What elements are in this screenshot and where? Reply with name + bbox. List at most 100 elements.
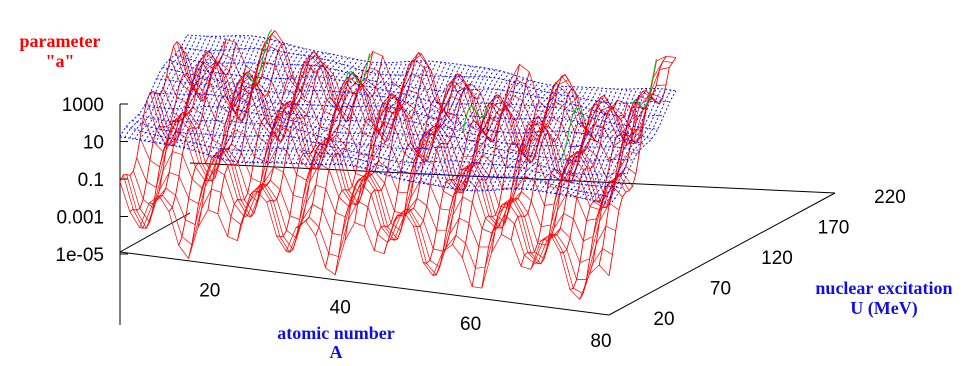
- red-surface-line: [588, 60, 657, 275]
- blue-surface-line: [144, 36, 212, 142]
- blue-surface-line: [186, 34, 677, 92]
- red-surface-line: [136, 130, 627, 246]
- blue-surface-line: [466, 81, 535, 191]
- x-tick-label: 60: [460, 314, 481, 335]
- green-surface-line: [246, 29, 273, 84]
- blue-surface-line: [364, 61, 432, 169]
- blue-surface-line: [354, 60, 423, 167]
- blue-surface-line: [476, 83, 545, 192]
- blue-surface-line: [150, 92, 640, 152]
- blue-surface-line: [403, 65, 471, 181]
- blue-surface-line: [222, 44, 291, 160]
- blue-surface-line: [256, 52, 325, 163]
- blue-surface-line: [461, 79, 530, 191]
- blue-surface-line: [442, 73, 511, 188]
- blue-surface-line: [207, 40, 276, 156]
- blue-surface-line: [505, 86, 574, 190]
- red-surface-line: [173, 45, 663, 155]
- x-axis-label-line1: atomic number: [277, 323, 394, 343]
- blue-surface-line: [564, 88, 633, 196]
- y-axis-line: [608, 192, 836, 316]
- blue-surface-line: [452, 76, 520, 189]
- blue-surface-line: [174, 54, 664, 117]
- x-axis-line: [119, 251, 610, 316]
- y-tick-label: 120: [761, 248, 793, 269]
- red-surface-line: [183, 33, 673, 141]
- z-tick-label: 10: [83, 133, 104, 154]
- blue-surface-line: [132, 120, 622, 188]
- blue-surface-line: [148, 36, 217, 142]
- blue-surface-line: [163, 35, 232, 145]
- base-back-edge: [189, 162, 836, 194]
- blue-surface-line: [525, 87, 594, 190]
- blue-surface-line: [320, 62, 388, 165]
- red-surface-line: [119, 181, 610, 300]
- blue-surface-line: [408, 66, 476, 182]
- blue-surface-line: [520, 87, 589, 190]
- blue-surface-line: [594, 88, 662, 202]
- blue-surface-line: [290, 59, 359, 164]
- blue-surface-line: [378, 62, 447, 174]
- blue-surface-line: [138, 114, 628, 175]
- blue-surface-line: [339, 61, 408, 165]
- y-tick-label: 20: [653, 309, 674, 330]
- blue-surface-line: [500, 86, 569, 190]
- blue-surface-line: [173, 35, 242, 147]
- red-surface-line: [520, 122, 589, 267]
- blue-surface-line: [125, 126, 616, 199]
- green-surface-line: [559, 107, 586, 161]
- blue-surface-line: [180, 46, 670, 104]
- blue-surface-line: [119, 136, 610, 206]
- blue-surface-line: [437, 71, 506, 187]
- blue-surface-line: [232, 46, 300, 162]
- blue-surface: [119, 34, 677, 206]
- blue-surface-line: [156, 78, 646, 146]
- blue-surface-line: [168, 59, 658, 130]
- blue-surface-line: [266, 54, 335, 163]
- blue-surface-line: [574, 88, 643, 198]
- red-surface-line: [179, 45, 670, 144]
- blue-surface-line: [237, 48, 305, 163]
- blue-surface-line: [217, 42, 286, 159]
- blue-surface-line: [549, 88, 618, 194]
- y-tick-label: 70: [710, 279, 731, 300]
- blue-surface-line: [413, 66, 481, 183]
- red-surface-line: [143, 111, 633, 223]
- blue-surface-line: [300, 61, 369, 165]
- blue-surface-line: [432, 70, 501, 186]
- blue-surface-line: [608, 90, 677, 206]
- blue-surface-line: [315, 62, 384, 165]
- x-tick-label: 80: [590, 331, 611, 352]
- blue-surface-line: [227, 45, 295, 161]
- blue-surface-line: [422, 68, 491, 184]
- blue-surface-line: [359, 60, 428, 168]
- y-tick-label: 220: [874, 187, 906, 208]
- blue-surface-line: [584, 88, 652, 200]
- blue-surface-line: [139, 36, 208, 141]
- green-surface-lines: [246, 29, 657, 161]
- blue-surface-line: [393, 64, 462, 178]
- blue-surface-line: [285, 58, 354, 164]
- red-surface-line: [159, 71, 650, 184]
- blue-surface-line: [369, 61, 437, 171]
- blue-surface-line: [295, 60, 364, 164]
- blue-surface-line: [388, 63, 457, 177]
- x-tick-label: 40: [330, 297, 351, 318]
- base-back-left-edge: [119, 212, 191, 253]
- blue-surface-line: [344, 60, 413, 166]
- blue-surface-line: [325, 62, 393, 165]
- green-surface-line: [462, 105, 488, 134]
- x-axis-label-line2: A: [330, 342, 343, 362]
- red-surface-line: [133, 147, 623, 260]
- blue-surface-line: [271, 55, 339, 163]
- blue-surface-line: [496, 86, 564, 191]
- blue-surface-line: [417, 67, 486, 183]
- blue-surface-line: [569, 88, 638, 197]
- blue-surface-line: [491, 85, 559, 191]
- green-surface-line: [344, 53, 371, 85]
- blue-surface-line: [212, 41, 281, 157]
- blue-surface-line: [427, 69, 496, 185]
- blue-surface-line: [456, 77, 525, 190]
- blue-surface-line: [598, 88, 667, 203]
